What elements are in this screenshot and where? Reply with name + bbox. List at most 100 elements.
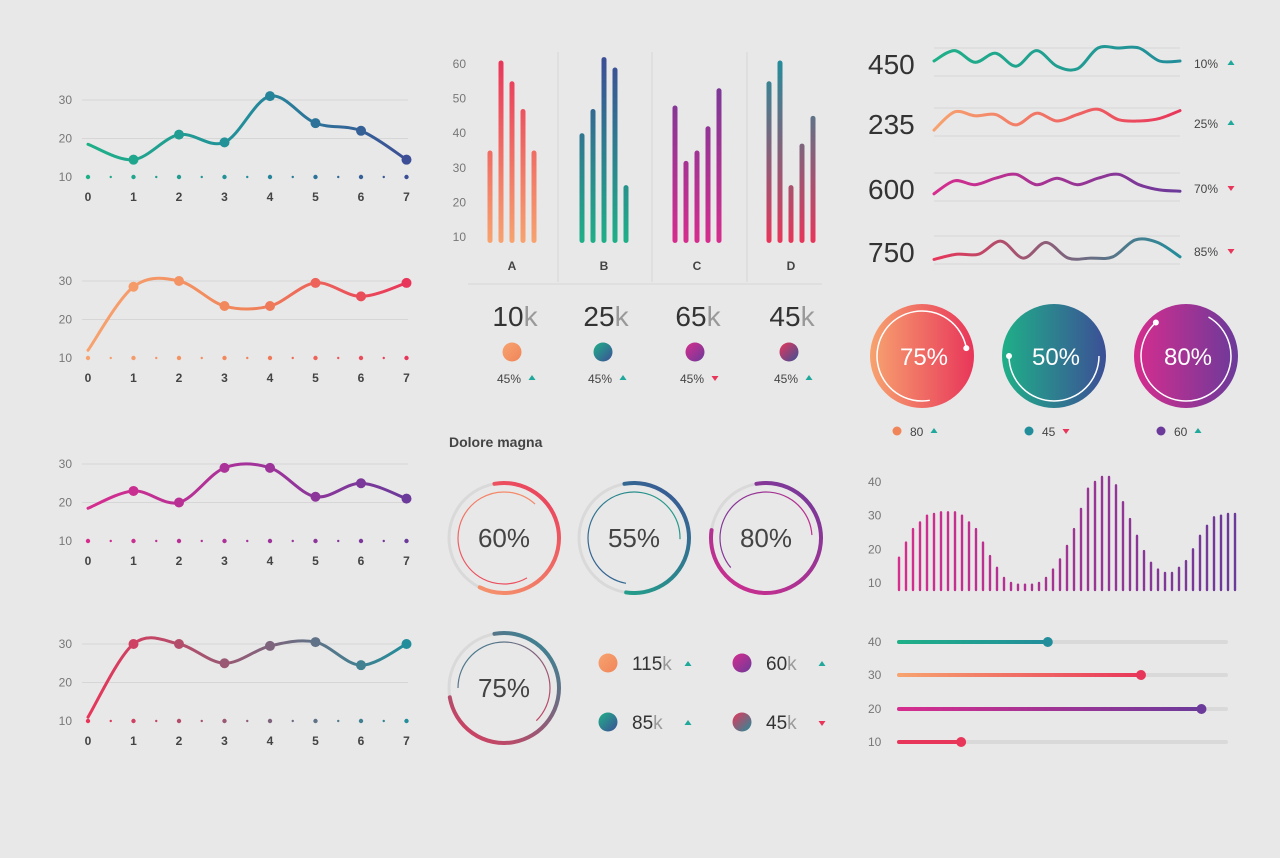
legend-value: 115k: [632, 654, 672, 675]
baseline-dot: [337, 175, 340, 179]
stat-dot: [685, 342, 705, 362]
baseline-dot: [358, 174, 364, 180]
trend-up-icon: [1227, 120, 1235, 125]
stat-percent: 45%: [588, 372, 612, 386]
bar-group-b: B: [579, 57, 629, 273]
donut-label: 80%: [740, 523, 792, 553]
donut-label: 75%: [478, 673, 530, 703]
x-tick-label: 6: [358, 190, 365, 204]
circle-label: 75%: [900, 344, 948, 371]
data-point: [219, 658, 230, 669]
trend-up-icon: [619, 375, 627, 380]
trend-down-icon: [818, 721, 826, 726]
y-tick-label: 20: [59, 132, 73, 146]
baseline-dot: [267, 174, 273, 180]
baseline-dot: [337, 539, 340, 543]
x-tick-label: 5: [312, 554, 319, 568]
trend-up-icon: [805, 375, 813, 380]
slider-row: 20: [868, 702, 1228, 716]
data-point: [174, 129, 184, 140]
sparkline-value: 235: [868, 109, 915, 140]
baseline-dot: [222, 718, 227, 724]
y-tick-label: 30: [59, 637, 73, 651]
category-label: D: [787, 259, 796, 273]
data-point: [356, 125, 366, 136]
y-tick-label: 10: [59, 714, 73, 728]
baseline-dot: [358, 355, 364, 361]
y-tick-label: 60: [453, 57, 467, 71]
data-point: [219, 301, 230, 312]
baseline-dot: [155, 719, 158, 723]
data-point: [356, 291, 366, 302]
slider-handle[interactable]: [956, 737, 967, 747]
trend-down-icon: [1227, 249, 1235, 254]
legend-number: 45: [766, 713, 787, 734]
baseline-dot: [404, 718, 409, 724]
baseline-dot: [222, 174, 227, 180]
data-point: [128, 281, 139, 292]
legend-number: 60: [766, 654, 787, 675]
x-tick-label: 2: [176, 554, 183, 568]
bar: [788, 185, 794, 243]
bar: [520, 108, 526, 243]
category-label: C: [693, 259, 702, 273]
x-tick-label: 2: [176, 371, 183, 385]
donut-label: 60%: [478, 523, 530, 553]
legend-value: 80: [910, 425, 924, 439]
baseline-dot: [131, 174, 136, 180]
data-point: [401, 277, 412, 288]
series-line: [86, 636, 408, 719]
stat-value: 65k: [675, 301, 721, 332]
baseline-dot: [382, 175, 385, 179]
legend-number: 115: [632, 654, 662, 675]
stat-dot: [502, 342, 522, 362]
donut-1: 60%: [447, 481, 561, 595]
x-tick-label: 7: [403, 734, 410, 748]
stat-dot: [779, 342, 799, 362]
baseline-dot: [382, 719, 385, 723]
y-tick-label: 20: [59, 676, 73, 690]
y-tick-label: 30: [453, 161, 467, 175]
donut-inner-ring: [719, 491, 813, 585]
legend-value: 85k: [632, 713, 663, 734]
stat-unit: k: [524, 301, 539, 332]
data-point: [219, 137, 230, 148]
line-chart-1: 10 20 30 0 1 2 3 4 5 6 7: [59, 91, 412, 204]
baseline-dot: [155, 539, 158, 543]
data-point: [310, 491, 321, 502]
slider-label: 30: [868, 668, 882, 682]
baseline-dot: [291, 719, 294, 723]
baseline-dot: [131, 355, 136, 361]
progress-slider-chart: 40 30 20 10: [868, 635, 1228, 749]
x-tick-label: 5: [312, 190, 319, 204]
baseline-dot: [131, 538, 136, 544]
data-point: [356, 478, 366, 489]
stat-number: 10: [492, 301, 523, 332]
data-point: [265, 301, 275, 312]
baseline-dot: [200, 719, 203, 723]
y-tick-label: 10: [59, 170, 73, 184]
sparkline: [932, 44, 1182, 72]
gradient-circle: [870, 304, 974, 408]
slider-handle[interactable]: [1135, 670, 1146, 680]
baseline-dot: [267, 538, 273, 544]
stat-item: 10k 45%: [492, 301, 538, 386]
data-point: [219, 462, 230, 473]
x-tick-label: 0: [85, 371, 92, 385]
trend-up-icon: [818, 661, 826, 666]
legend-item: 85k: [598, 712, 692, 734]
trend-up-icon: [1227, 60, 1235, 65]
x-tick-label: 1: [130, 190, 137, 204]
bar: [590, 108, 596, 243]
data-point: [128, 154, 139, 165]
x-tick-label: 3: [221, 190, 228, 204]
x-tick-label: 7: [403, 554, 410, 568]
slider-handle[interactable]: [1196, 704, 1207, 714]
slider-handle[interactable]: [1042, 637, 1053, 647]
bar-group-c: C: [672, 88, 722, 273]
stat-unit: k: [707, 301, 722, 332]
data-point: [265, 91, 275, 102]
